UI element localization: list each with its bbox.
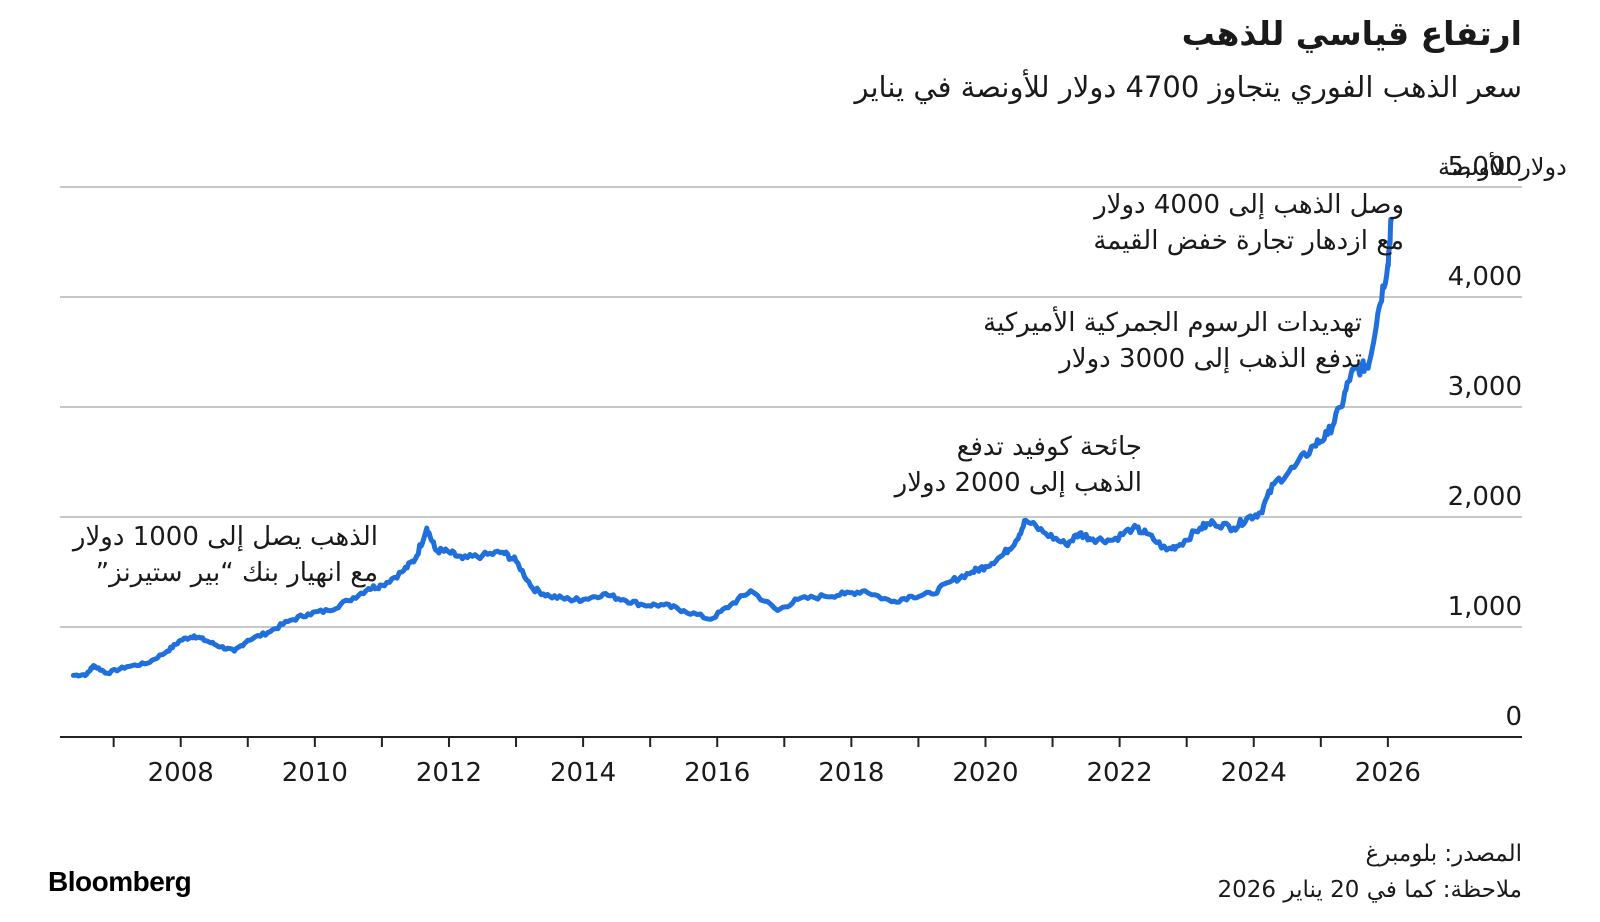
x-tick-label: 2016 — [684, 758, 750, 788]
source-line: المصدر: بلومبرغ — [1365, 841, 1522, 867]
y-tick-label: 4,000 — [1448, 262, 1522, 292]
y-tick-label: 2,000 — [1448, 482, 1522, 512]
x-tick-label: 2026 — [1355, 758, 1421, 788]
x-tick-label: 2010 — [282, 758, 348, 788]
x-tick-label: 2018 — [818, 758, 884, 788]
y-axis-unit-label: دولار للأونصة — [1438, 152, 1567, 181]
chart-subtitle: سعر الذهب الفوري يتجاوز 4700 دولار للأون… — [854, 70, 1522, 104]
series-layer — [70, 216, 1394, 679]
x-tick-label: 2024 — [1221, 758, 1287, 788]
x-tick-label: 2014 — [550, 758, 616, 788]
note-line: ملاحظة: كما في 20 يناير 2026 — [1217, 877, 1522, 903]
y-tick-label: 1,000 — [1448, 592, 1522, 622]
x-tick-label: 2020 — [952, 758, 1018, 788]
y-tick-label: 3,000 — [1448, 372, 1522, 402]
annotation-text: الذهب يصل إلى 1000 دولار — [71, 522, 378, 552]
x-tick-label: 2008 — [148, 758, 214, 788]
annotation-text: تهديدات الرسوم الجمركية الأميركية — [983, 305, 1362, 338]
bloomberg-logo: Bloomberg — [48, 866, 192, 897]
source-note: المصدر: بلومبرغ ملاحظة: كما في 20 يناير … — [1218, 836, 1522, 908]
annotation-text: مع انهيار بنك “بير ستيرنز” — [96, 558, 378, 588]
annotation-text: جائحة كوفيد تدفع — [957, 432, 1142, 462]
annotation-text: تدفع الذهب إلى 3000 دولار — [1057, 344, 1362, 374]
annotation-text: وصل الذهب إلى 4000 دولار — [1092, 190, 1404, 220]
chart-title: ارتفاع قياسي للذهب — [1181, 14, 1522, 53]
annotation-text: الذهب إلى 2000 دولار — [893, 468, 1142, 498]
x-tick-label: 2012 — [416, 758, 482, 788]
gold-price-line — [70, 216, 1394, 679]
y-tick-label: 0 — [1505, 702, 1522, 732]
annotation-text: مع ازدهار تجارة خفض القيمة — [1093, 226, 1404, 256]
grid-layer — [60, 186, 1522, 628]
x-tick-label: 2022 — [1087, 758, 1153, 788]
y-tick-label: 5,000 — [1448, 152, 1522, 182]
axis-layer — [60, 736, 1522, 747]
